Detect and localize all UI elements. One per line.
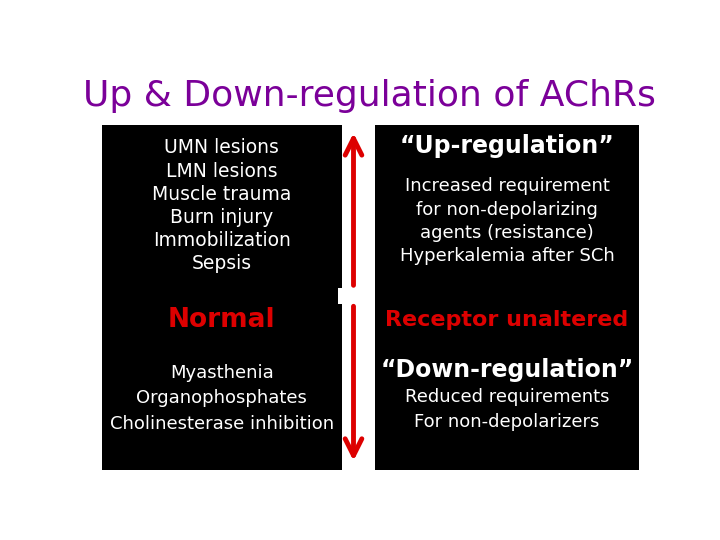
- Bar: [375, 125, 639, 470]
- Bar: [102, 125, 342, 470]
- Text: Increased requirement: Increased requirement: [405, 178, 609, 195]
- Text: Myasthenia: Myasthenia: [170, 364, 274, 382]
- Bar: [338, 288, 369, 303]
- Text: Sepsis: Sepsis: [192, 254, 252, 273]
- Text: Organophosphates: Organophosphates: [136, 389, 307, 407]
- Text: UMN lesions: UMN lesions: [164, 138, 279, 158]
- Text: Normal: Normal: [168, 307, 276, 333]
- Text: Immobilization: Immobilization: [153, 231, 291, 250]
- Text: for non-depolarizing: for non-depolarizing: [416, 200, 598, 219]
- Text: “Up-regulation”: “Up-regulation”: [400, 134, 614, 158]
- Text: Burn injury: Burn injury: [170, 208, 274, 227]
- Text: Reduced requirements: Reduced requirements: [405, 388, 609, 407]
- Text: “Down-regulation”: “Down-regulation”: [380, 357, 634, 382]
- Text: Cholinesterase inhibition: Cholinesterase inhibition: [109, 415, 334, 433]
- Text: Muscle trauma: Muscle trauma: [152, 185, 292, 204]
- Text: Up & Down-regulation of AChRs: Up & Down-regulation of AChRs: [83, 79, 655, 113]
- Text: agents (resistance): agents (resistance): [420, 224, 594, 242]
- Text: For non-depolarizers: For non-depolarizers: [414, 413, 600, 431]
- Text: Hyperkalemia after SCh: Hyperkalemia after SCh: [400, 247, 614, 265]
- Text: LMN lesions: LMN lesions: [166, 161, 278, 180]
- Text: Receptor unaltered: Receptor unaltered: [385, 310, 629, 330]
